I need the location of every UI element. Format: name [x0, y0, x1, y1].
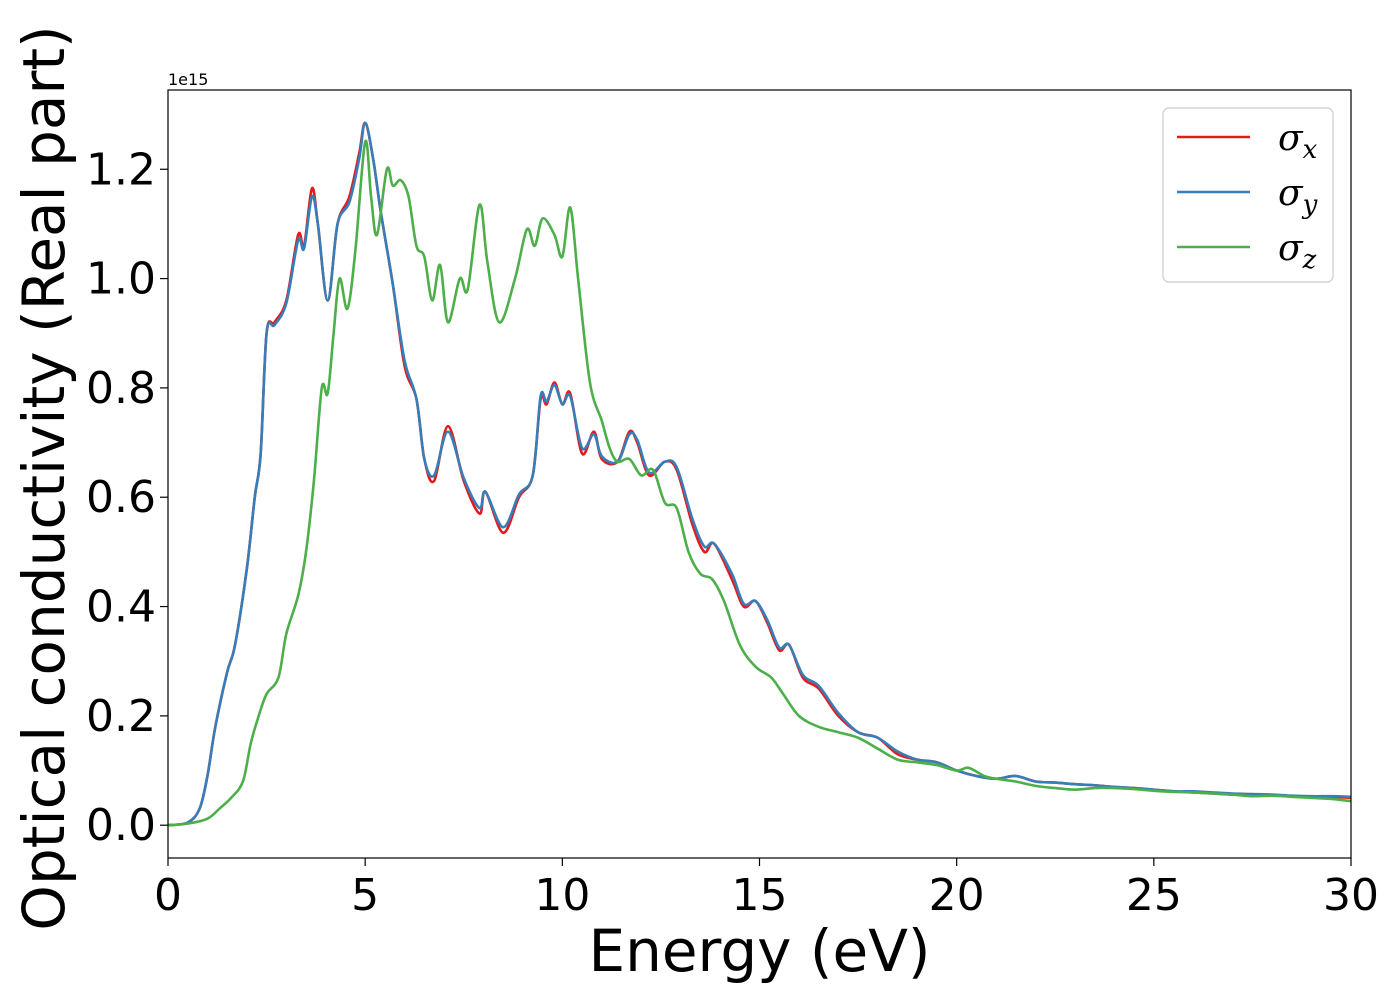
y-axis: 0.0 0.2 0.4 0.6 0.8 1.0 1.2 — [86, 144, 168, 851]
x-tick-label: 10 — [534, 870, 590, 921]
legend-label-z: σz — [1278, 228, 1317, 275]
x-tick-label: 30 — [1323, 870, 1379, 921]
legend-label-y: σy — [1278, 173, 1318, 220]
x-tick-label: 15 — [732, 870, 788, 921]
y-tick-label: 0.6 — [86, 472, 156, 523]
legend: σx σy σz — [1162, 107, 1334, 283]
x-tick-label: 25 — [1126, 870, 1182, 921]
y-tick-label: 0.4 — [86, 582, 156, 633]
x-tick-label: 5 — [351, 870, 379, 921]
y-tick-label: 0.8 — [86, 363, 156, 414]
series-line-y — [168, 121, 1351, 827]
x-tick-label: 20 — [929, 870, 985, 921]
legend-label-x: σx — [1278, 118, 1318, 165]
y-tick-label: 0.0 — [86, 800, 156, 851]
y-tick-label: 1.0 — [86, 254, 156, 305]
y-axis-title: Optical conductivity (Real part) — [10, 25, 78, 930]
y-tick-label: 0.2 — [86, 691, 156, 742]
legend-frame — [1162, 107, 1334, 283]
y-tick-label: 1.2 — [86, 144, 156, 195]
x-axis-title: Energy (eV) — [588, 917, 930, 985]
x-axis: 0 5 10 15 20 25 30 — [154, 858, 1379, 921]
series-layer — [168, 121, 1351, 827]
y-axis-offset-label: 1e15 — [168, 70, 208, 89]
x-tick-label: 0 — [154, 870, 182, 921]
series-line-z — [168, 139, 1351, 827]
